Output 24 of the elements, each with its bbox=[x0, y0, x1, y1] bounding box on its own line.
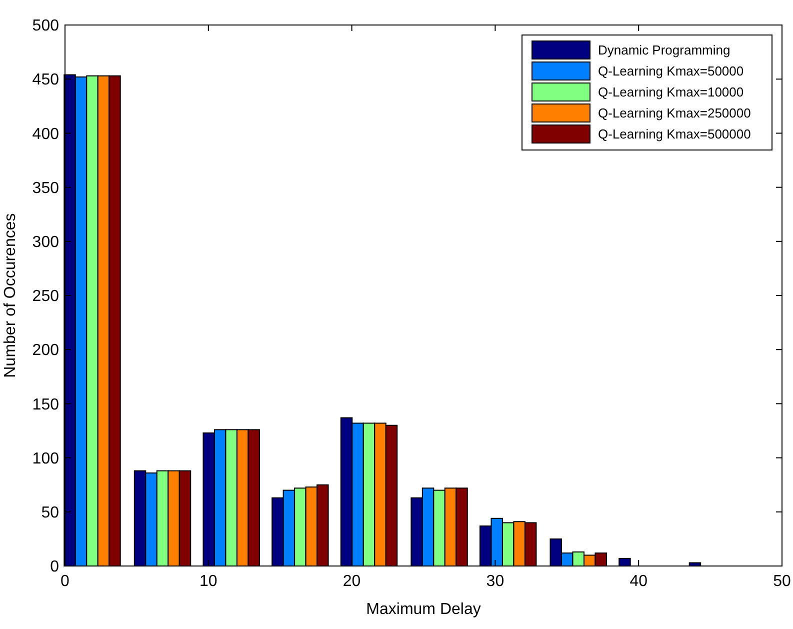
y-tick-label: 200 bbox=[32, 342, 60, 360]
x-tick-label: 10 bbox=[200, 573, 218, 590]
y-tick-label: 450 bbox=[32, 72, 60, 89]
legend-label: Q-Learning Kmax=500000 bbox=[598, 126, 751, 142]
x-tick-label: 40 bbox=[630, 573, 648, 590]
legend-label: Q-Learning Kmax=50000 bbox=[598, 64, 744, 79]
x-tick-label: 30 bbox=[486, 573, 504, 590]
y-tick-label: 350 bbox=[32, 180, 60, 197]
y-axis-title: Number of Occurences bbox=[2, 213, 19, 378]
y-tick-label: 150 bbox=[32, 396, 60, 414]
y-tick-label: 0 bbox=[50, 558, 60, 576]
x-tick-label: 0 bbox=[60, 573, 70, 590]
x-axis-title: Maximum Delay bbox=[366, 601, 481, 618]
x-tick-label: 20 bbox=[342, 573, 361, 590]
y-tick-label: 100 bbox=[32, 450, 60, 468]
y-tick-label: 250 bbox=[32, 288, 60, 306]
y-tick-label: 500 bbox=[32, 18, 60, 35]
x-tick-label: 50 bbox=[773, 573, 791, 590]
y-tick-label: 50 bbox=[41, 504, 60, 522]
y-tick-label: 400 bbox=[32, 126, 60, 143]
legend-label: Q-Learning Kmax=10000 bbox=[598, 84, 744, 100]
legend-label: Q-Learning Kmax=250000 bbox=[598, 106, 751, 121]
legend-label: Dynamic Programming bbox=[598, 42, 730, 58]
y-tick-label: 300 bbox=[32, 234, 60, 251]
